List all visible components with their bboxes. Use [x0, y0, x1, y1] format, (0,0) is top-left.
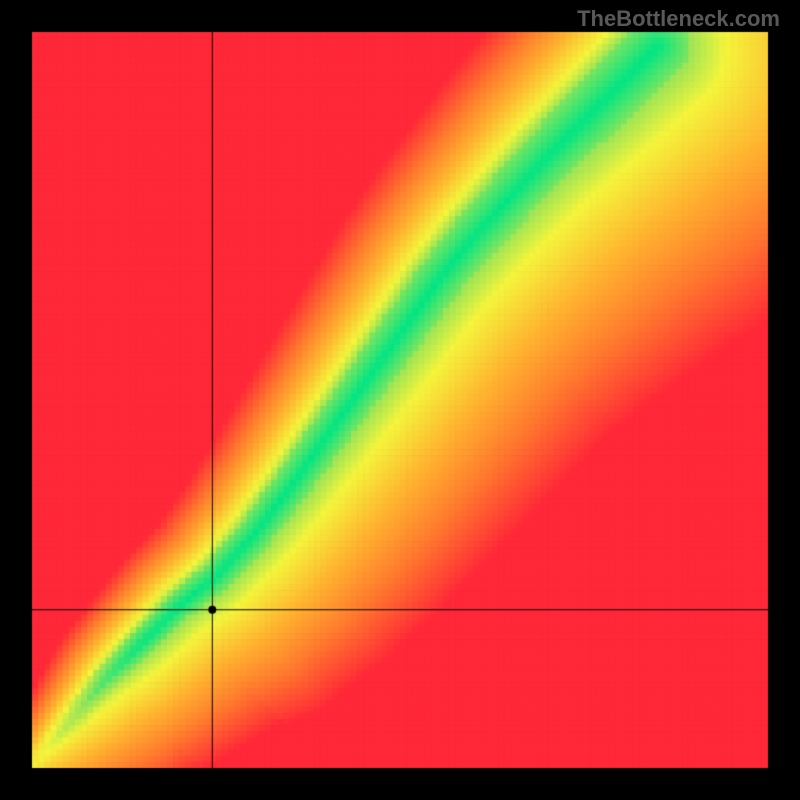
- watermark-text: TheBottleneck.com: [577, 6, 780, 32]
- bottleneck-heatmap: [0, 0, 800, 800]
- chart-container: TheBottleneck.com: [0, 0, 800, 800]
